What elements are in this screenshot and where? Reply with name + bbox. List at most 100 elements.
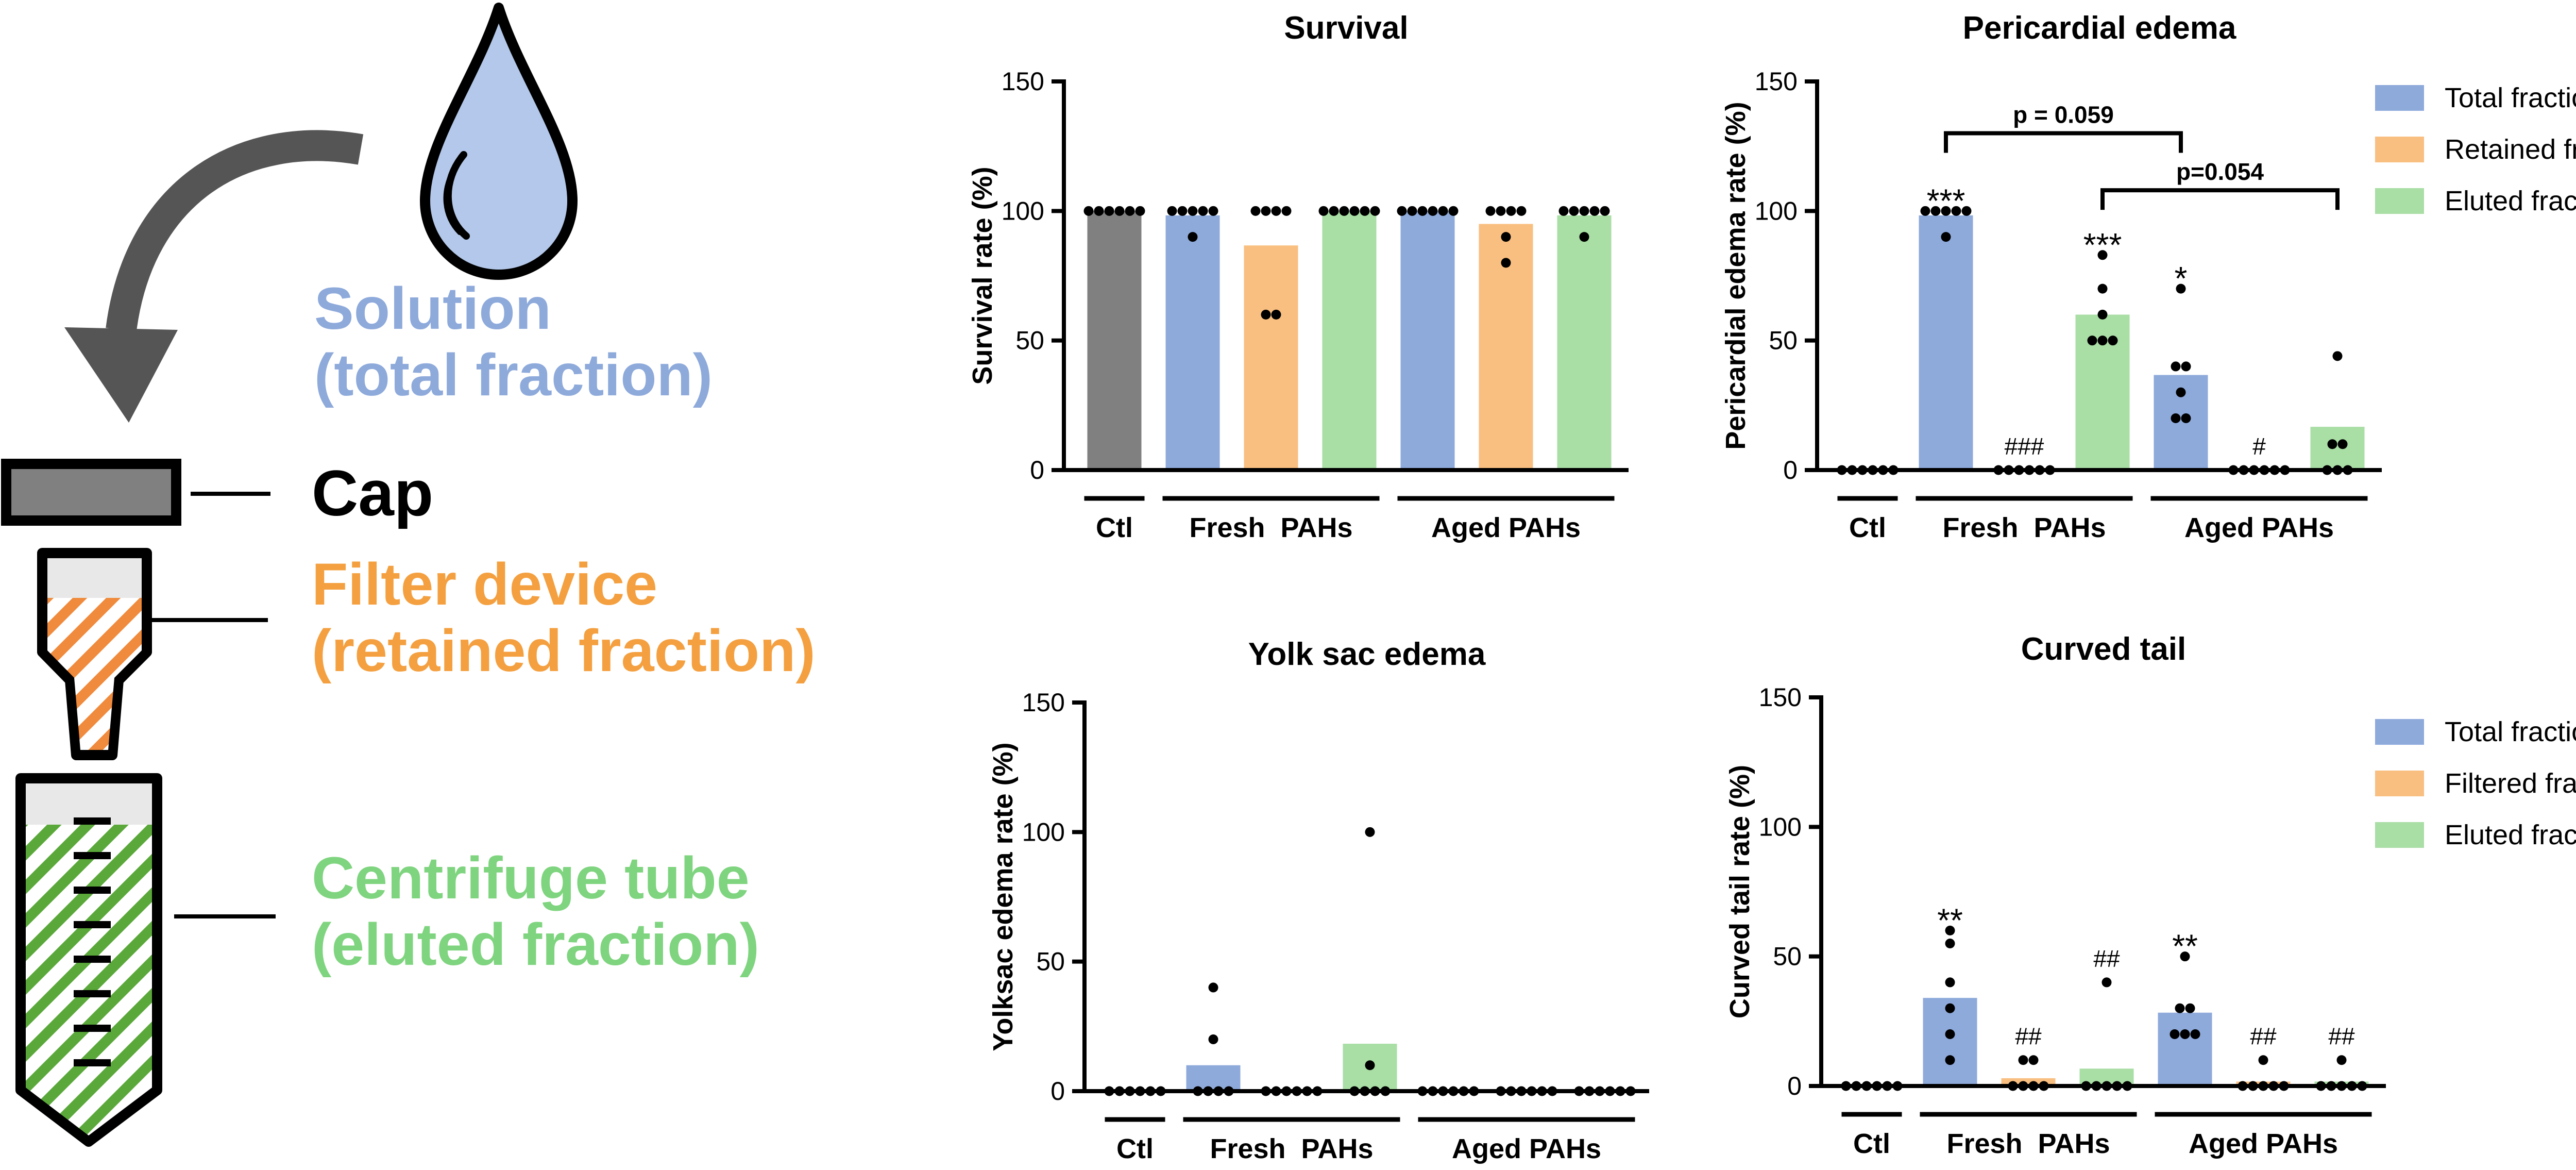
pericardial-edema-chart: Pericardial edema***###****#p = 0.059p=0… — [1720, 10, 2576, 543]
data-point — [1945, 977, 1955, 988]
data-point — [2180, 951, 2190, 962]
data-point — [1516, 206, 1527, 216]
data-point — [1428, 206, 1438, 216]
legend-swatch — [2375, 719, 2424, 745]
group-label: Fresh PAHs — [1942, 512, 2106, 543]
data-point — [1930, 206, 1941, 216]
filter-label-line2: (retained fraction) — [312, 617, 816, 684]
data-point — [1250, 206, 1261, 216]
data-point — [1558, 206, 1569, 216]
bar — [1186, 1065, 1241, 1091]
significance-label: ** — [2172, 928, 2198, 965]
data-point — [2185, 1003, 2195, 1013]
bar — [1919, 215, 1973, 470]
data-point — [2097, 309, 2108, 320]
solution-label-line1: Solution — [314, 276, 551, 342]
data-point — [2171, 361, 2181, 372]
cap-label-text: Cap — [312, 458, 434, 529]
y-axis-label: Pericardial edema rate (%) — [1720, 102, 1751, 449]
bar — [2310, 427, 2365, 470]
legend-label: Eluted fraction — [2445, 186, 2576, 216]
data-point — [2258, 1055, 2268, 1065]
data-point — [1261, 309, 1271, 320]
data-point — [1167, 206, 1177, 216]
cap-label: Cap — [312, 458, 433, 530]
bar — [1244, 245, 1298, 470]
data-point — [2181, 413, 2191, 423]
centrifuge-tube-icon — [15, 773, 276, 1147]
legend-label: Retained fraction — [2445, 134, 2576, 165]
y-tick-label: 100 — [1002, 196, 1044, 225]
data-point — [2181, 361, 2191, 372]
data-point — [1579, 206, 1589, 216]
chart-title: Curved tail — [2021, 631, 2186, 667]
bar — [2158, 1012, 2212, 1086]
data-point — [1941, 232, 1951, 242]
data-point — [1370, 206, 1380, 216]
data-point — [1271, 309, 1281, 320]
data-point — [2028, 1055, 2039, 1065]
data-point — [1208, 206, 1218, 216]
data-point — [1281, 206, 1292, 216]
bar — [1400, 211, 1455, 470]
data-point — [2171, 413, 2181, 423]
group-label: Aged PAHs — [1452, 1133, 1601, 1164]
legend-label: Total fraction — [2445, 716, 2576, 747]
data-point — [2176, 387, 2186, 397]
bar — [1557, 215, 1612, 470]
data-point — [1506, 206, 1516, 216]
legend-swatch — [2375, 137, 2424, 162]
data-point — [1339, 206, 1349, 216]
solution-label: Solution (total fraction) — [314, 276, 713, 409]
data-point — [2018, 1055, 2028, 1065]
y-tick-label: 0 — [1030, 456, 1044, 484]
data-point — [1600, 206, 1610, 216]
p-value-label: p=0.054 — [2176, 158, 2264, 185]
data-point — [1941, 206, 1951, 216]
data-point — [1485, 206, 1496, 216]
bar — [1087, 211, 1142, 470]
data-point — [1448, 206, 1459, 216]
data-point — [1945, 1055, 1955, 1065]
data-point — [2097, 283, 2108, 294]
significance-label: *** — [2083, 226, 2122, 263]
significance-label: # — [2252, 433, 2266, 460]
y-tick-label: 100 — [1022, 817, 1065, 846]
data-point — [2170, 1029, 2180, 1039]
chart-title: Pericardial edema — [1963, 10, 2236, 46]
data-point — [1501, 258, 1511, 268]
data-point — [1961, 206, 1972, 216]
significance-label: ## — [2093, 945, 2120, 972]
group-label: Fresh PAHs — [1189, 512, 1352, 543]
data-point — [2176, 283, 2186, 294]
group-label: Ctl — [1853, 1128, 1890, 1159]
y-tick-label: 150 — [1755, 67, 1798, 96]
solution-label-line2: (total fraction) — [314, 342, 713, 408]
filter-label: Filter device (retained fraction) — [312, 551, 816, 684]
survival-chart: Survival 0 50 100 150 Survival rate (%) Ctl Fre… — [967, 10, 1629, 543]
y-tick-label: 50 — [1773, 942, 1802, 971]
data-point — [1329, 206, 1339, 216]
significance-label: ### — [2005, 433, 2044, 460]
significance-label: * — [2175, 260, 2188, 297]
data-point — [1114, 206, 1125, 216]
filter-label-line1: Filter device — [312, 551, 658, 617]
group-label: Aged PAHs — [1431, 512, 1581, 543]
data-point — [1318, 206, 1329, 216]
data-point — [1094, 206, 1104, 216]
y-tick-label: 50 — [1769, 326, 1798, 355]
data-point — [2097, 250, 2108, 260]
y-axis-label: Survival rate (%) — [967, 166, 998, 385]
data-point — [1135, 206, 1145, 216]
data-point — [2327, 439, 2337, 449]
y-axis-label: Curved tail rate (%) — [1724, 765, 1755, 1018]
data-point — [2180, 1029, 2190, 1039]
significance-label: ## — [2015, 1023, 2042, 1050]
p-value-label: p = 0.059 — [2013, 102, 2114, 128]
comparison-bracket — [2100, 188, 2340, 210]
data-point — [2175, 1003, 2185, 1013]
data-point — [1501, 232, 1511, 242]
group-label: Ctl — [1849, 512, 1886, 543]
tube-label-line2: (eluted fraction) — [312, 911, 759, 978]
